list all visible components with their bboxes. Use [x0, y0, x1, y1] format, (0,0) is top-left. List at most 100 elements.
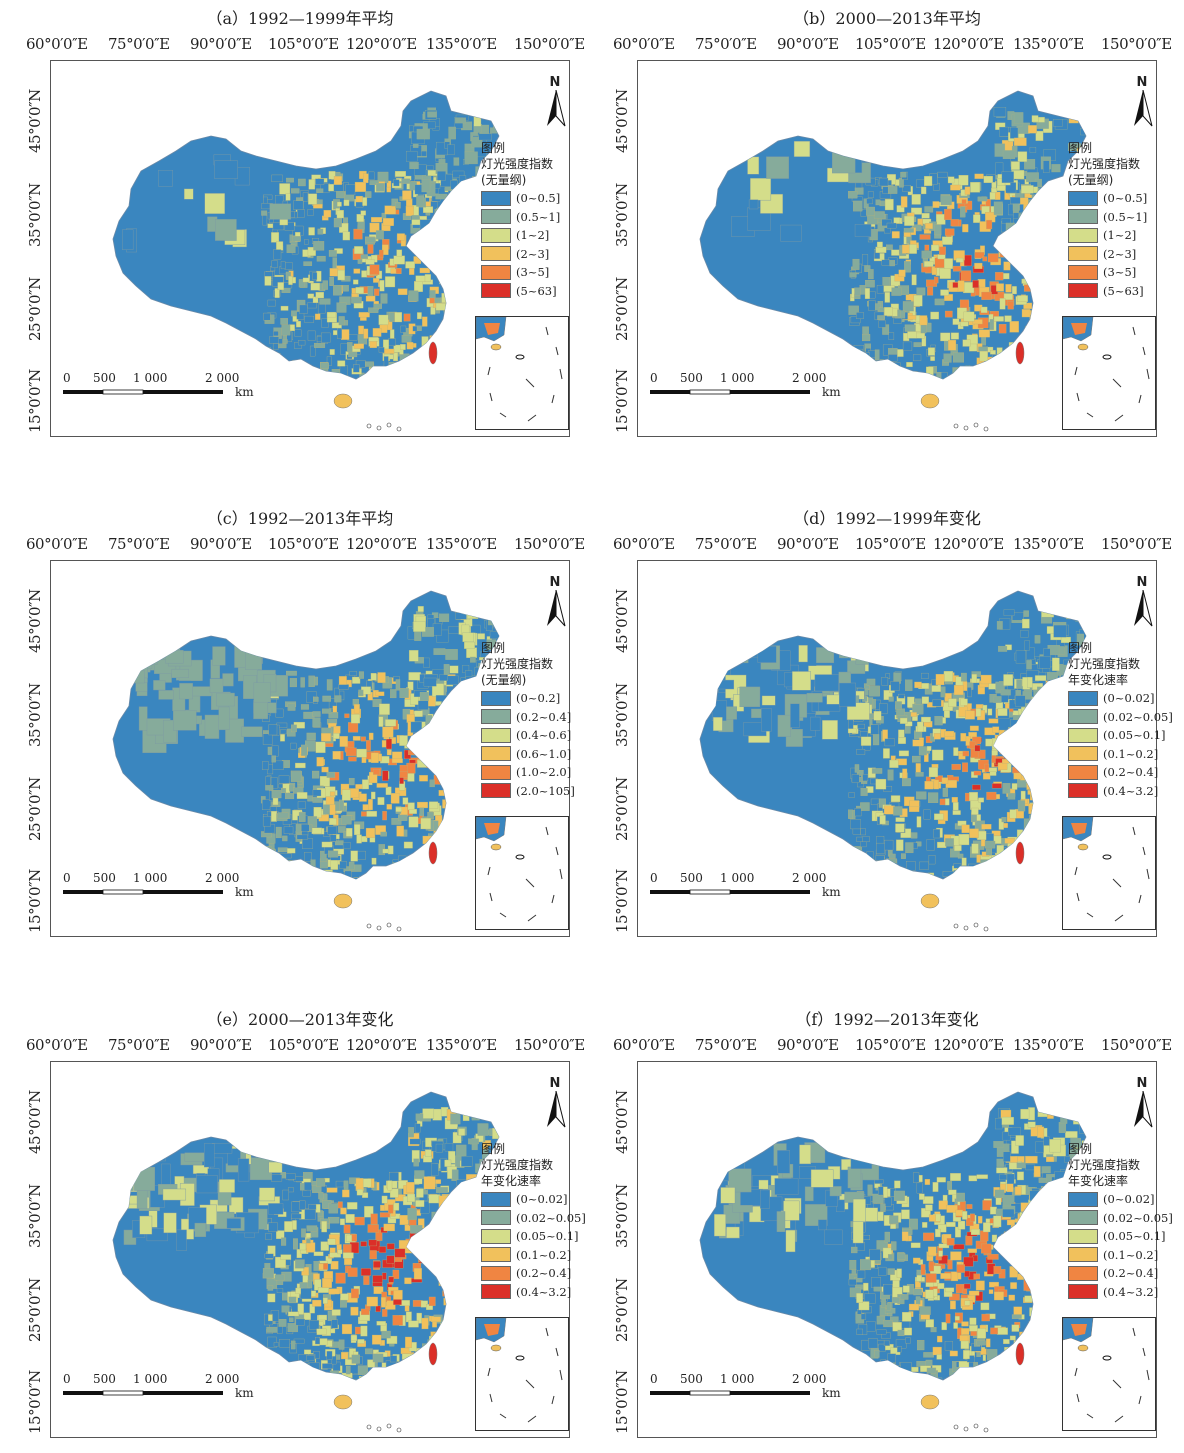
county-cell: [428, 801, 439, 809]
scale-tick-label: 2 000: [205, 1372, 240, 1386]
county-cell: [179, 683, 193, 700]
county-cell: [412, 245, 421, 253]
county-cell: [237, 1158, 250, 1182]
county-cell: [312, 711, 321, 717]
county-cell: [1016, 1249, 1023, 1257]
panel-title: （a）1992—1999年平均: [206, 9, 394, 28]
county-cell: [399, 360, 410, 367]
county-cell: [441, 293, 450, 303]
county-cell: [377, 865, 389, 877]
county-cell: [881, 1298, 886, 1308]
county-cell: [1008, 1238, 1021, 1244]
longitude-label: 60°0′0″E: [613, 35, 675, 53]
county-cell: [728, 1168, 752, 1193]
county-cell: [941, 777, 949, 784]
county-cell: [1029, 1217, 1041, 1228]
county-cell: [889, 759, 899, 768]
county-cell: [1030, 1270, 1041, 1282]
legend-item: (0.1~0.2]: [481, 1246, 586, 1265]
county-cell: [867, 191, 874, 198]
scale-bar-graphic: [63, 1390, 223, 1396]
county-cell: [329, 277, 334, 286]
county-cell: [950, 332, 959, 340]
county-cell: [1016, 1264, 1026, 1270]
county-cell: [447, 718, 456, 731]
county-cell: [1028, 1199, 1035, 1210]
latitude-label: 45°0′0″N: [613, 1090, 631, 1154]
county-cell: [470, 656, 476, 663]
county-cell: [932, 1346, 942, 1356]
county-cell: [439, 276, 449, 285]
county-cell: [422, 206, 434, 213]
county-cell: [996, 1158, 1004, 1167]
latitude-label: 45°0′0″N: [26, 89, 44, 153]
county-cell: [882, 1247, 892, 1259]
county-cell: [989, 319, 995, 330]
county-cell: [859, 855, 869, 863]
county-cell: [824, 1229, 843, 1245]
county-cell: [432, 1254, 441, 1264]
county-cell: [387, 367, 393, 377]
county-cell: [419, 1230, 428, 1238]
scale-tick-label: 0: [650, 1372, 658, 1386]
map-panel: （d）1992—1999年变化 60°0′0″E 75°0′0″E 90°0′0″E 1…: [607, 505, 1173, 945]
county-cell: [902, 185, 911, 192]
county-cell: [389, 329, 395, 339]
county-cell: [446, 791, 453, 802]
county-cell: [329, 1370, 340, 1379]
county-cell: [1013, 1252, 1023, 1259]
legend-swatch: [481, 783, 511, 799]
county-cell: [993, 858, 1001, 864]
county-cell: [411, 362, 423, 368]
longitude-label: 135°0′0″E: [1013, 35, 1084, 53]
county-cell: [1080, 128, 1086, 136]
county-cell: [970, 1228, 980, 1235]
county-cell: [999, 1174, 1007, 1181]
county-cell: [435, 831, 442, 843]
county-cell: [376, 783, 388, 788]
county-cell: [315, 741, 326, 753]
legend-swatch: [1068, 764, 1098, 780]
county-cell: [287, 371, 299, 379]
county-cell: [962, 339, 971, 347]
county-cell: [944, 1341, 953, 1351]
county-cell: [982, 256, 988, 262]
longitude-label: 135°0′0″E: [1013, 1036, 1084, 1054]
county-cell: [1046, 213, 1053, 223]
county-cell: [921, 696, 929, 704]
county-cell: [839, 646, 855, 659]
county-cell: [1059, 680, 1067, 692]
scale-bar: 0 500 1 000 2 000 km: [63, 1372, 263, 1402]
county-cell: [1002, 150, 1016, 160]
county-cell: [471, 1114, 480, 1121]
county-cell: [1034, 828, 1041, 834]
county-cell: [455, 1307, 467, 1319]
legend-swatch: [1068, 1265, 1098, 1281]
county-cell: [379, 280, 385, 292]
county-cell: [1055, 1178, 1062, 1191]
county-cell: [994, 1189, 1005, 1199]
county-cell: [883, 361, 894, 371]
county-cell: [388, 1276, 394, 1283]
county-cell: [439, 674, 448, 681]
county-cell: [477, 1123, 489, 1136]
county-cell: [473, 116, 482, 127]
county-cell: [884, 738, 895, 747]
county-cell: [908, 1303, 920, 1311]
county-cell: [1022, 218, 1030, 224]
county-cell: [194, 1222, 207, 1237]
county-cell: [306, 1225, 318, 1232]
county-cell: [453, 328, 460, 336]
county-cell: [352, 736, 361, 741]
county-cell: [912, 739, 924, 747]
legend-label: (0.2~0.4]: [1103, 1266, 1159, 1281]
longitude-label: 105°0′0″E: [268, 35, 339, 53]
hainan-island: [333, 393, 353, 409]
county-cell: [1041, 806, 1048, 813]
county-cell: [134, 1166, 155, 1191]
county-cell: [138, 706, 148, 731]
county-cell: [307, 330, 316, 341]
county-cell: [448, 716, 455, 723]
county-cell: [993, 107, 1007, 117]
county-cell: [460, 235, 468, 242]
